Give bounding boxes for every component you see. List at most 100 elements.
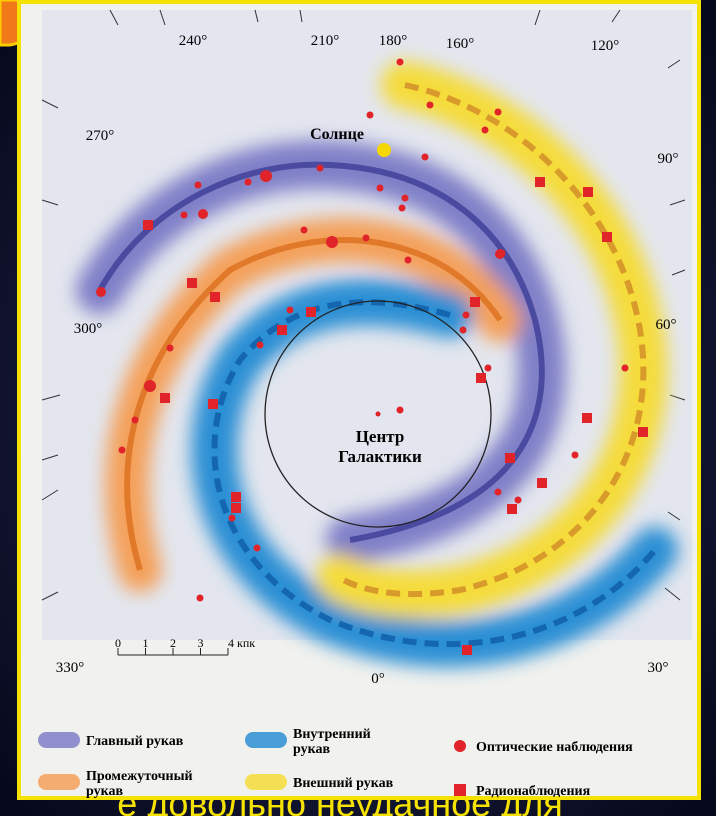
radio-square [210,292,220,302]
center-label: Галактики [338,447,422,466]
radio-square [602,232,612,242]
optical-dot [326,236,338,248]
radio-square [187,278,197,288]
optical-dot [362,234,370,242]
radio-square [470,297,480,307]
optical-dot [571,451,579,459]
optical-dot [401,194,409,202]
caption: е довольно неудачное для [117,783,562,816]
optical-dot [286,306,294,314]
optical-dot [316,164,324,172]
radio-square [277,325,287,335]
angle-label: 30° [648,660,669,676]
legend-label: Оптические наблюдения [476,740,633,755]
angle-label: 270° [86,128,115,144]
tick [664,587,681,601]
optical-dot [426,101,434,109]
observations [96,58,648,655]
center-circle [264,300,492,528]
optical-dot [484,364,492,372]
optical-dot [621,364,629,372]
angle-label: 90° [658,151,679,167]
tick [41,394,61,401]
optical-dot [404,256,412,264]
optical-dot [421,153,429,161]
optical-dot [180,211,188,219]
center-label: Центр [356,427,405,446]
tick [109,9,119,26]
radio-square [582,413,592,423]
radio-square [583,187,593,197]
legend-label: Внешний рукав [293,776,394,791]
radio-square [638,427,648,437]
optical-dot [96,287,106,297]
radio-square [231,503,241,513]
optical-dot [300,226,308,234]
angle-label: 0° [371,671,385,687]
angle-label: 240° [179,33,208,49]
optical-dot [494,488,502,496]
legend-label: Главный рукав [86,734,184,749]
radio-square [208,399,218,409]
optical-dot [244,178,252,186]
angle-label: 210° [311,33,340,49]
optical-dot [366,111,374,119]
optical-dot [256,341,264,349]
tick [41,199,59,206]
optical-dot [196,594,204,602]
scale-label: 4 кпк [228,636,255,650]
tick [41,591,59,601]
legend-label: Внутренний рукав [293,727,371,757]
tick [669,394,686,401]
tick [41,454,59,461]
optical-dot [198,209,208,219]
radio-square [535,177,545,187]
optical-dot [396,58,404,66]
radio-square [160,393,170,403]
optical-dot [228,514,236,522]
legend-swatch [454,740,466,752]
tick [669,199,686,206]
radio-square [537,478,547,488]
optical-dot [495,249,505,259]
angle-label: 120° [591,38,620,54]
tick [534,9,541,26]
tick [159,9,166,26]
optical-dot [144,380,156,392]
tick [671,269,686,276]
radio-square [306,307,316,317]
angle-label: 300° [74,321,103,337]
scale-label: 2 [170,636,176,650]
legend-swatch [454,784,466,796]
tick [254,9,259,23]
legend-label: Промежуточный рукав [86,769,193,799]
sun [377,143,391,157]
tick [667,59,681,69]
radio-square [462,645,472,655]
optical-dot [459,326,467,334]
angle-label: 180° [379,33,408,49]
labels: 240° 210° 180° 160° 120°270°90°300° 60°330°0°… [56,33,679,687]
scale-label: 3 [198,636,204,650]
tick [611,9,621,23]
optical-dot [376,184,384,192]
tick [41,489,59,501]
angle-label: 60° [656,317,677,333]
optical-dot [494,108,502,116]
optical-dot [118,446,126,454]
legend: Главный рукав Внутренний рукав Оптические н… [38,727,633,799]
tick [299,9,303,23]
optical-dot [514,496,522,504]
legend-label: Радионаблюдения [476,784,591,799]
radio-square [231,492,241,502]
angle-label: 160° [446,36,475,52]
optical-dot [166,344,174,352]
optical-dot [462,311,470,319]
angle-label: 330° [56,660,85,676]
radio-square [505,453,515,463]
legend-swatch [245,774,287,790]
optical-dot [131,416,139,424]
legend-swatch [38,774,80,790]
optical-dot [398,204,406,212]
